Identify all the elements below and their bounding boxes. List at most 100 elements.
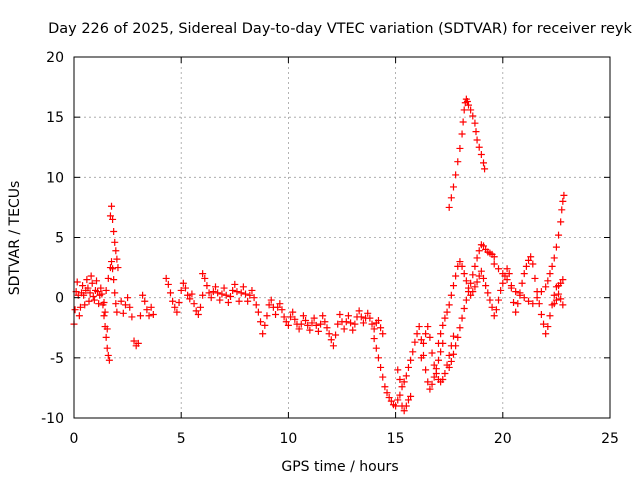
data-point (110, 227, 118, 235)
data-point (291, 315, 299, 323)
data-point (529, 300, 537, 308)
x-axis-ticks: 0 5 10 15 20 25 (70, 57, 619, 447)
data-point (404, 396, 412, 404)
data-point (175, 298, 183, 306)
data-point (557, 218, 565, 226)
y-tick-label: 5 (55, 231, 64, 247)
data-point (459, 118, 467, 126)
data-point (552, 243, 560, 251)
data-point (349, 326, 357, 334)
data-point (520, 294, 528, 302)
data-point (480, 159, 488, 167)
data-point (471, 119, 479, 127)
data-point (299, 312, 307, 320)
data-point (355, 307, 363, 315)
data-point (482, 282, 490, 290)
data-point (557, 279, 565, 287)
data-point (533, 294, 541, 302)
data-point (136, 312, 144, 320)
data-point (404, 363, 412, 371)
data-point (449, 183, 457, 191)
data-point (231, 280, 239, 288)
data-point (449, 332, 457, 340)
chart-title: Day 226 of 2025, Sidereal Day-to-day VTE… (48, 21, 632, 37)
data-point (557, 295, 565, 303)
data-point (439, 321, 447, 329)
data-point (488, 303, 496, 311)
data-point (252, 301, 260, 309)
data-point (100, 298, 108, 306)
data-point (475, 143, 483, 151)
data-point (347, 319, 355, 327)
data-point (166, 289, 174, 297)
data-point (394, 366, 402, 374)
data-point (267, 296, 275, 304)
data-point (497, 286, 505, 294)
data-markers (70, 95, 568, 415)
data-point (432, 369, 440, 377)
data-point (445, 363, 453, 371)
data-point (460, 270, 468, 278)
data-point (113, 308, 121, 316)
data-point (199, 270, 207, 278)
data-point (469, 112, 477, 120)
data-point (452, 342, 460, 350)
data-point (385, 394, 393, 402)
data-point (379, 373, 387, 381)
data-point (141, 297, 149, 305)
data-point (85, 297, 93, 305)
data-point (139, 291, 147, 299)
data-point (244, 297, 252, 305)
data-point (259, 330, 267, 338)
data-point (114, 264, 122, 272)
data-point (90, 296, 98, 304)
data-point (351, 320, 359, 328)
data-point (437, 330, 445, 338)
data-point (119, 309, 127, 317)
x-tick-label: 5 (177, 431, 186, 447)
data-point (495, 296, 503, 304)
data-point (445, 203, 453, 211)
data-point (179, 279, 187, 287)
series-high-arc (445, 95, 489, 211)
data-point (302, 317, 310, 325)
data-point (209, 288, 217, 296)
data-point (469, 288, 477, 296)
data-point (473, 136, 481, 144)
data-point (149, 311, 157, 319)
data-point (105, 356, 113, 364)
data-point (80, 291, 88, 299)
data-point (467, 291, 475, 299)
data-point (396, 375, 404, 383)
data-point (196, 303, 204, 311)
data-point (261, 321, 269, 329)
data-point (203, 282, 211, 290)
y-axis-ticks: -10 -5 0 5 10 15 20 (41, 50, 610, 427)
data-point (417, 336, 425, 344)
data-point (445, 301, 453, 309)
data-point (164, 280, 172, 288)
data-point (169, 297, 177, 305)
data-point (531, 274, 539, 282)
data-point (190, 300, 198, 308)
data-point (377, 324, 385, 332)
data-point (463, 98, 471, 106)
data-point (108, 258, 116, 266)
data-point (481, 165, 489, 173)
data-point (130, 337, 138, 345)
data-point (458, 314, 466, 322)
data-point (112, 247, 120, 255)
data-point (443, 308, 451, 316)
data-point (317, 320, 325, 328)
data-point (550, 254, 558, 262)
data-point (428, 380, 436, 388)
data-point (97, 284, 105, 292)
data-point (201, 274, 209, 282)
data-point (472, 128, 480, 136)
data-point (242, 290, 250, 298)
data-point (227, 292, 235, 300)
data-point (276, 300, 284, 308)
data-point (540, 320, 548, 328)
data-point (456, 258, 464, 266)
data-point (212, 283, 220, 291)
